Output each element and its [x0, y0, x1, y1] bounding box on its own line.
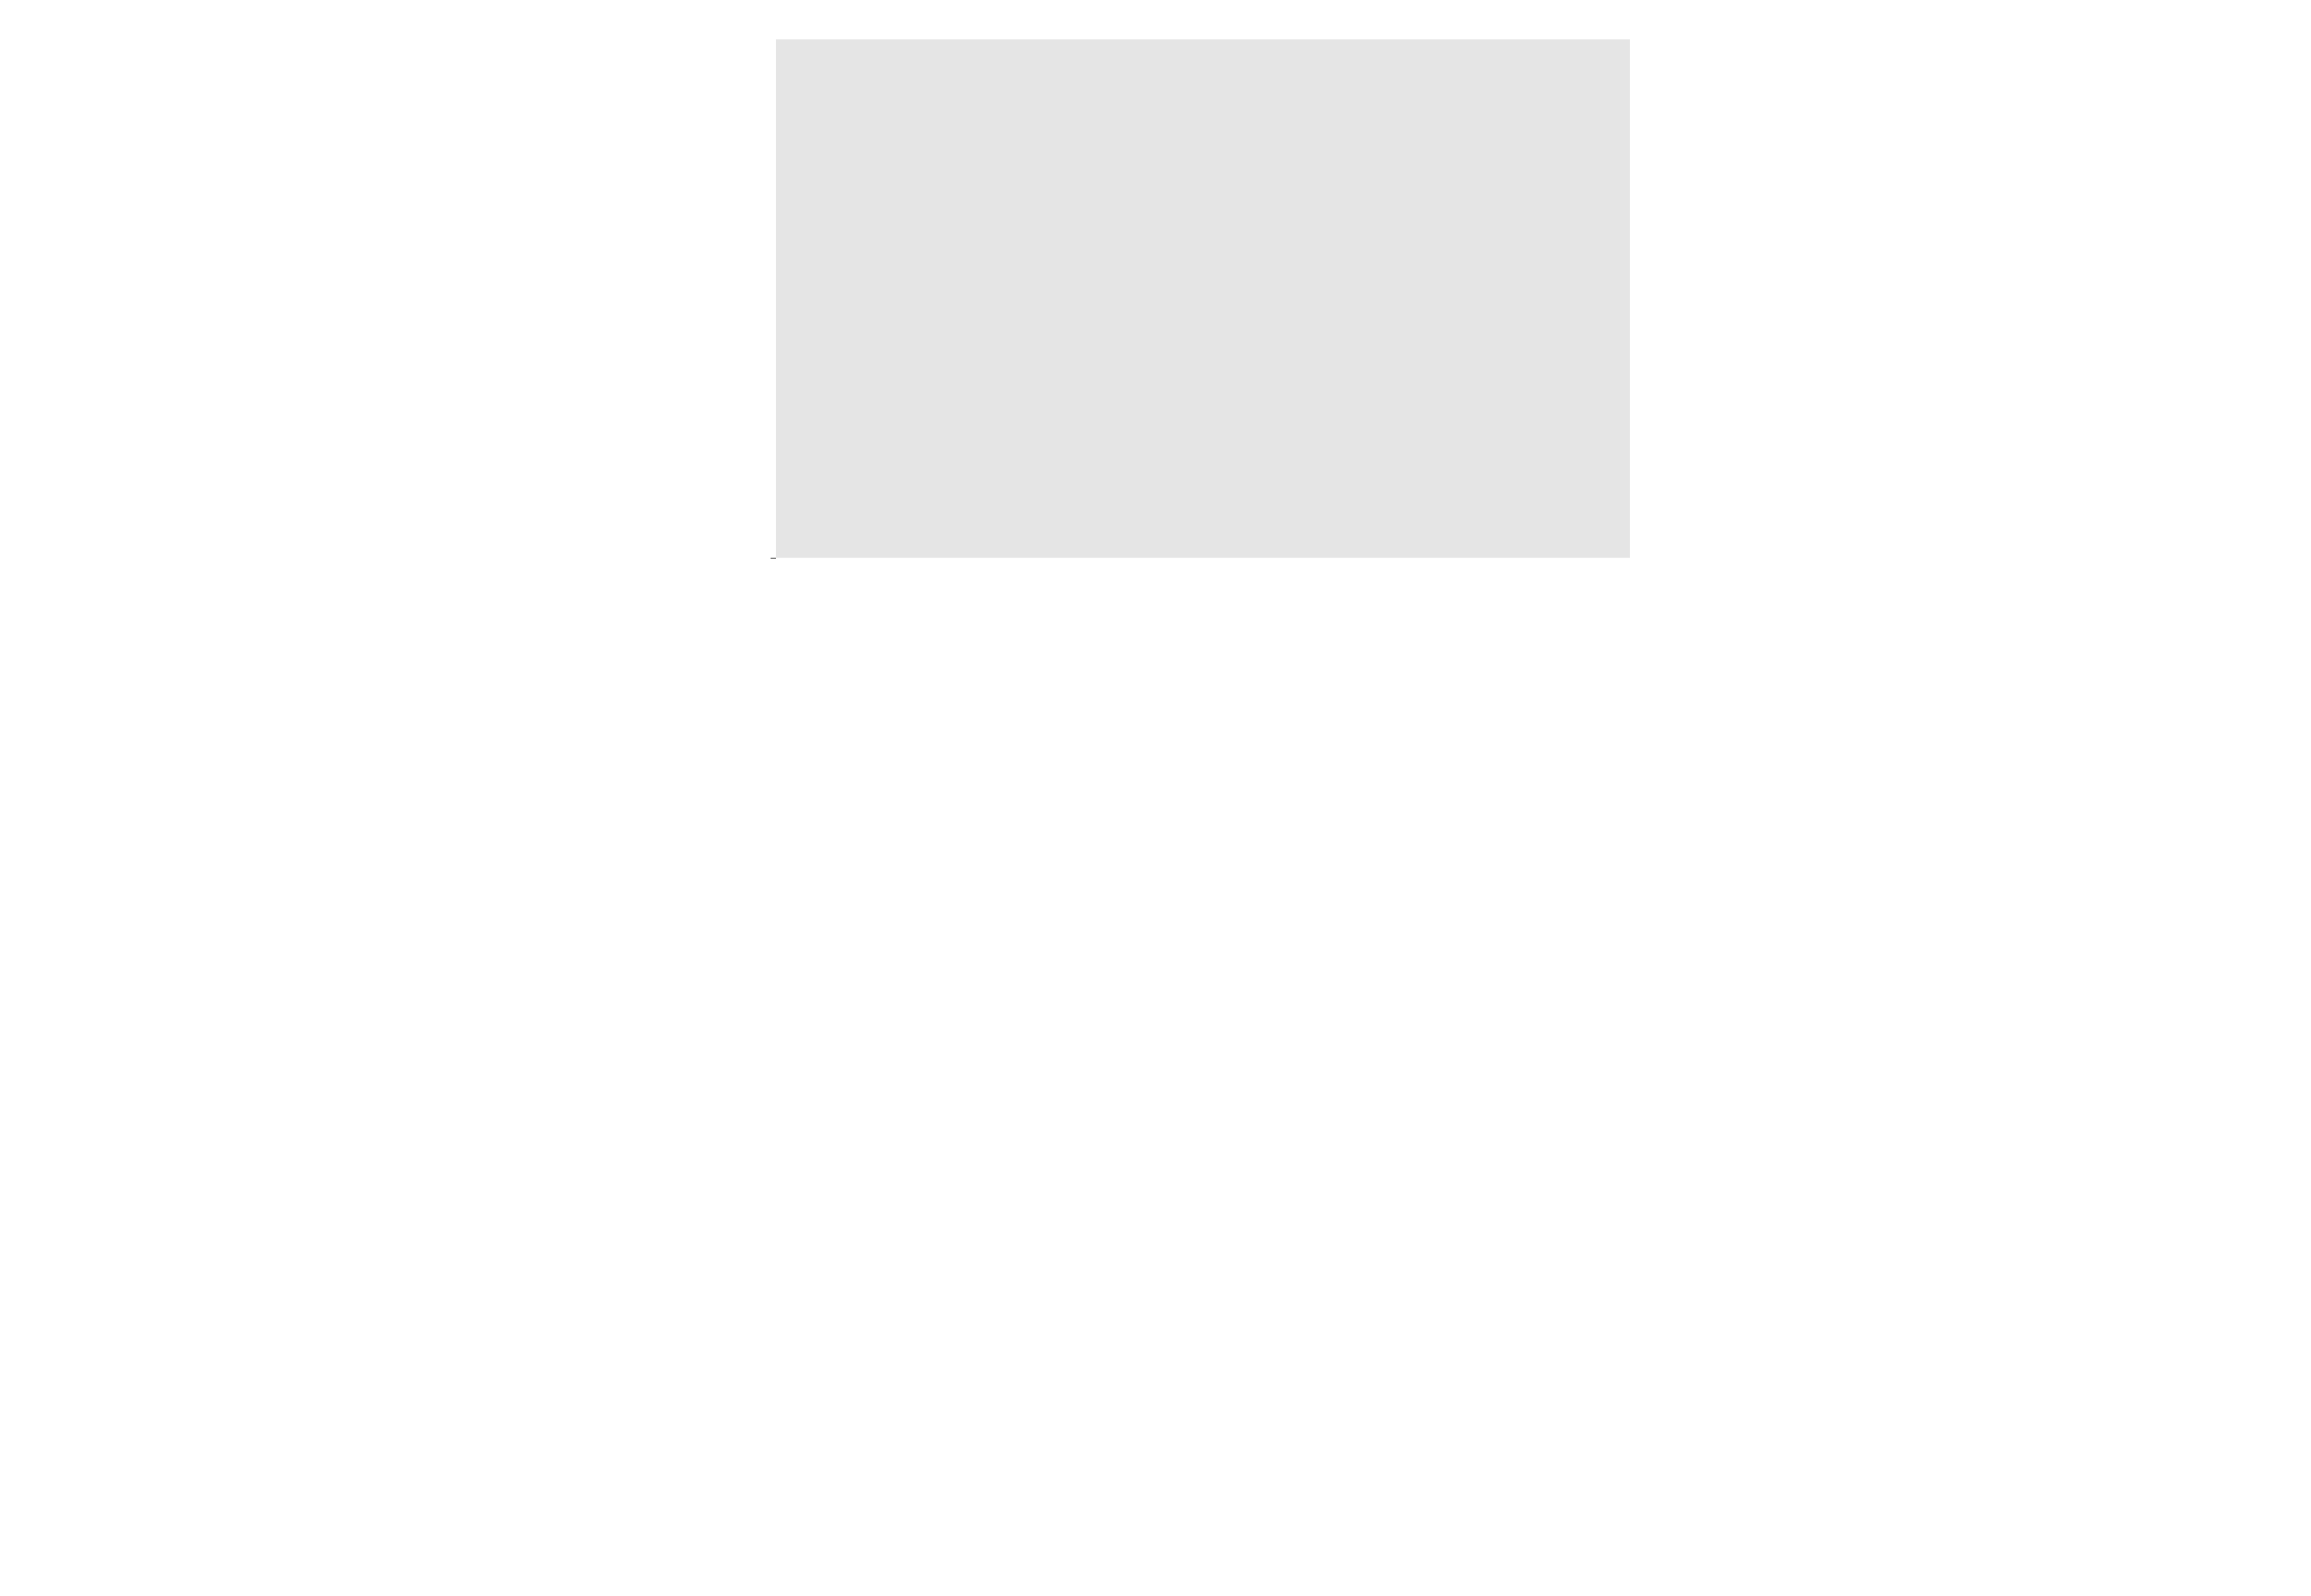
plot-area [776, 39, 1630, 558]
chart-container [663, 0, 1648, 680]
population-bar-chart [663, 0, 1648, 680]
